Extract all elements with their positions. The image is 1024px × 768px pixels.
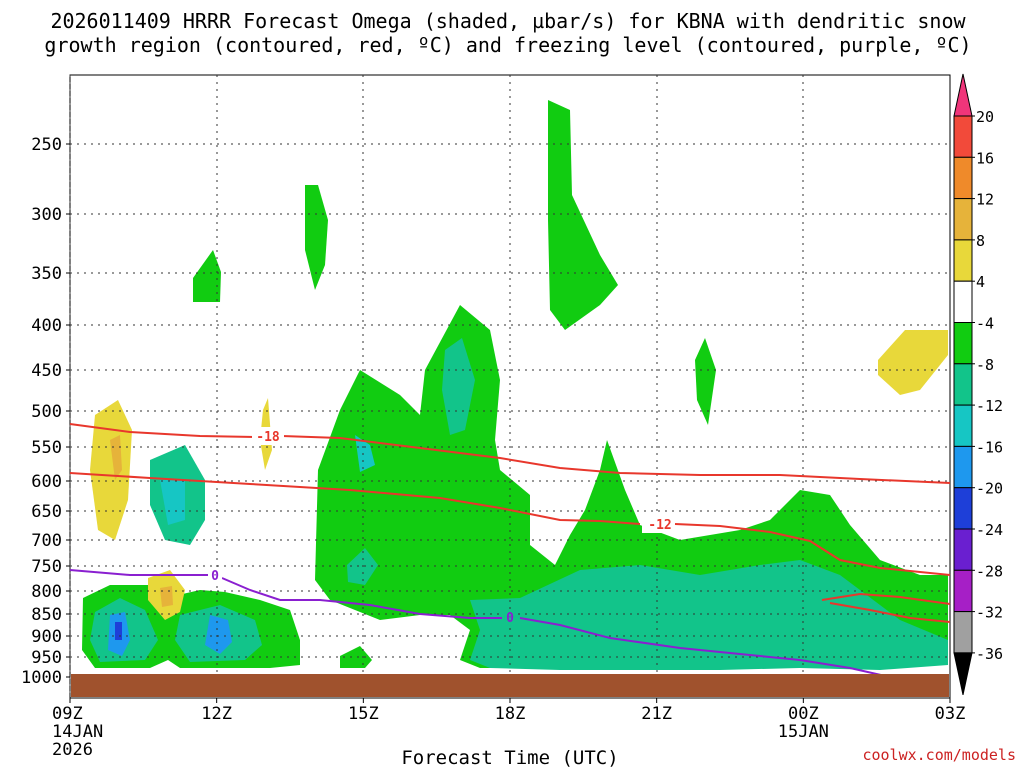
chart-title-line1: 2026011409 HRRR Forecast Omega (shaded, … bbox=[50, 9, 966, 33]
colorbar-label-12: -32 bbox=[976, 604, 1003, 622]
y-tick-label-1000: 1000 bbox=[21, 668, 62, 688]
colorbar-label-13: -36 bbox=[976, 645, 1003, 663]
x-tick-label-09Z: 09Z bbox=[52, 704, 83, 724]
freeze-label-bg-1 bbox=[208, 567, 222, 583]
omega-region-teal-low bbox=[470, 560, 948, 670]
omega-region-yellow-d bbox=[878, 330, 948, 395]
colorbar-label-0: 20 bbox=[976, 108, 994, 126]
x-tick-sublabel-00Z: 15JAN bbox=[778, 722, 829, 742]
freeze-label-2: 0 bbox=[506, 611, 514, 626]
colorbar: 20 16 12 8 4 -4 -8 -12 -16 -20 -24 -28 -32 -36 bbox=[953, 73, 1003, 696]
colorbar-label-1: 16 bbox=[976, 149, 994, 167]
y-tick-label-700: 700 bbox=[31, 531, 62, 551]
x-tick-label-18Z: 18Z bbox=[495, 704, 526, 724]
omega-region-teal-mid4 bbox=[355, 435, 375, 472]
colorbar-label-6: -8 bbox=[976, 356, 994, 374]
omega-region-green-b bbox=[305, 185, 328, 290]
chart-title-line2: growth region (contoured, red, ºC) and f… bbox=[44, 33, 971, 57]
contour-minus18 bbox=[69, 423, 951, 484]
freeze-label-1: 0 bbox=[211, 569, 219, 584]
contour-label-minus18: -18 bbox=[256, 430, 280, 445]
colorbar-swatch-4 bbox=[953, 239, 973, 282]
y-tick-label-950: 950 bbox=[31, 648, 62, 668]
colorbar-swatch-2 bbox=[953, 156, 973, 200]
x-tick-year-09Z: 2026 bbox=[52, 740, 93, 760]
colorbar-label-3: 8 bbox=[976, 232, 985, 250]
colorbar-swatch-7 bbox=[953, 363, 973, 406]
colorbar-label-10: -24 bbox=[976, 521, 1003, 539]
colorbar-swatch-5 bbox=[953, 280, 973, 324]
x-tick-label-15Z: 15Z bbox=[348, 704, 379, 724]
contour-label-bg-1 bbox=[252, 427, 284, 445]
x-tick-label-03Z: 03Z bbox=[935, 704, 966, 724]
colorbar-swatch-8 bbox=[953, 404, 973, 447]
colorbar-label-9: -20 bbox=[976, 480, 1003, 498]
freezing-level-contour bbox=[69, 569, 891, 678]
colorbar-swatch-13 bbox=[953, 611, 973, 654]
colorbar-top-arrow bbox=[953, 73, 973, 117]
contour-label-bg-2 bbox=[642, 515, 674, 533]
omega-region-orange-b bbox=[160, 586, 173, 607]
omega-region-teal-mid2 bbox=[442, 338, 475, 435]
freeze-label-bg-2 bbox=[503, 609, 517, 625]
y-tick-label-400: 400 bbox=[31, 316, 62, 336]
omega-region-orange-a bbox=[110, 435, 122, 480]
colorbar-swatch-1 bbox=[953, 115, 973, 158]
omega-region-yellow-a bbox=[90, 400, 132, 540]
omega-region-blue-2 bbox=[205, 615, 232, 654]
colorbar-label-7: -12 bbox=[976, 397, 1003, 415]
y-tick-label-250: 250 bbox=[31, 135, 62, 155]
x-tick-label-21Z: 21Z bbox=[641, 704, 672, 724]
time-gridlines bbox=[69, 75, 804, 698]
omega-region-cyan-upper bbox=[160, 480, 185, 525]
colorbar-bottom-arrow bbox=[953, 652, 973, 696]
omega-region-green-c bbox=[193, 250, 221, 302]
y-tick-label-300: 300 bbox=[31, 205, 62, 225]
y-tick-label-500: 500 bbox=[31, 402, 62, 422]
dgz-contours bbox=[69, 423, 951, 623]
omega-region-green-e bbox=[340, 646, 372, 668]
colorbar-swatch-12 bbox=[953, 569, 973, 613]
contour-minus12 bbox=[69, 472, 951, 576]
y-tick-label-750: 750 bbox=[31, 557, 62, 577]
y-tick-label-350: 350 bbox=[31, 264, 62, 284]
x-tick-label-12Z: 12Z bbox=[201, 704, 232, 724]
colorbar-label-5: -4 bbox=[976, 315, 994, 333]
y-tick-label-850: 850 bbox=[31, 605, 62, 625]
omega-region-dkblue-1 bbox=[115, 622, 122, 640]
colorbar-label-4: 4 bbox=[976, 273, 985, 291]
y-tick-label-450: 450 bbox=[31, 361, 62, 381]
contour-zero-a bbox=[69, 569, 502, 619]
colorbar-swatch-3 bbox=[953, 198, 973, 241]
y-tick-label-550: 550 bbox=[31, 438, 62, 458]
omega-shading bbox=[82, 100, 948, 670]
y-tick-label-650: 650 bbox=[31, 502, 62, 522]
colorbar-swatch-11 bbox=[953, 528, 973, 571]
x-tick-sublabel-09Z: 14JAN bbox=[52, 722, 103, 742]
credit-text: coolwx.com/models bbox=[862, 746, 1016, 764]
contour-zero-b bbox=[519, 617, 891, 678]
y-axis: 2503003504004505005506006507007508008509… bbox=[21, 135, 70, 688]
colorbar-label-11: -28 bbox=[976, 562, 1003, 580]
omega-region-green-d bbox=[695, 338, 716, 425]
colorbar-label-8: -16 bbox=[976, 438, 1003, 456]
y-tick-label-900: 900 bbox=[31, 627, 62, 647]
contour-label-minus12: -12 bbox=[648, 518, 671, 533]
y-tick-label-600: 600 bbox=[31, 472, 62, 492]
colorbar-swatch-10 bbox=[953, 487, 973, 530]
ground-surface bbox=[71, 674, 949, 697]
colorbar-label-2: 12 bbox=[976, 191, 994, 209]
contour-minus12-lower bbox=[821, 592, 951, 623]
y-tick-label-800: 800 bbox=[31, 582, 62, 602]
omega-region-green-a bbox=[548, 100, 618, 330]
colorbar-swatch-9 bbox=[953, 445, 973, 489]
x-axis-label: Forecast Time (UTC) bbox=[401, 747, 618, 768]
colorbar-swatch-6 bbox=[953, 322, 973, 365]
plot-area: -18 -12 0 0 bbox=[69, 74, 951, 699]
x-tick-label-00Z: 00Z bbox=[788, 704, 819, 724]
